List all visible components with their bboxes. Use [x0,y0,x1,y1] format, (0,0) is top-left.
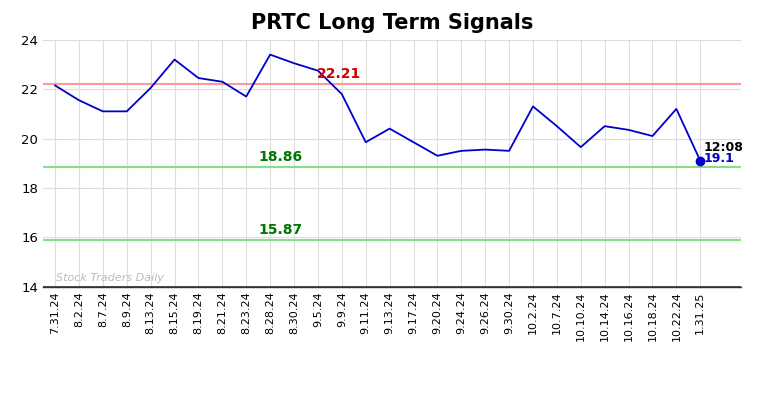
Text: Stock Traders Daily: Stock Traders Daily [56,273,164,283]
Text: 12:08: 12:08 [704,140,744,154]
Text: 18.86: 18.86 [259,150,303,164]
Text: 15.87: 15.87 [259,223,303,238]
Title: PRTC Long Term Signals: PRTC Long Term Signals [251,13,533,33]
Text: 22.21: 22.21 [317,67,361,81]
Text: 19.1: 19.1 [704,152,735,165]
